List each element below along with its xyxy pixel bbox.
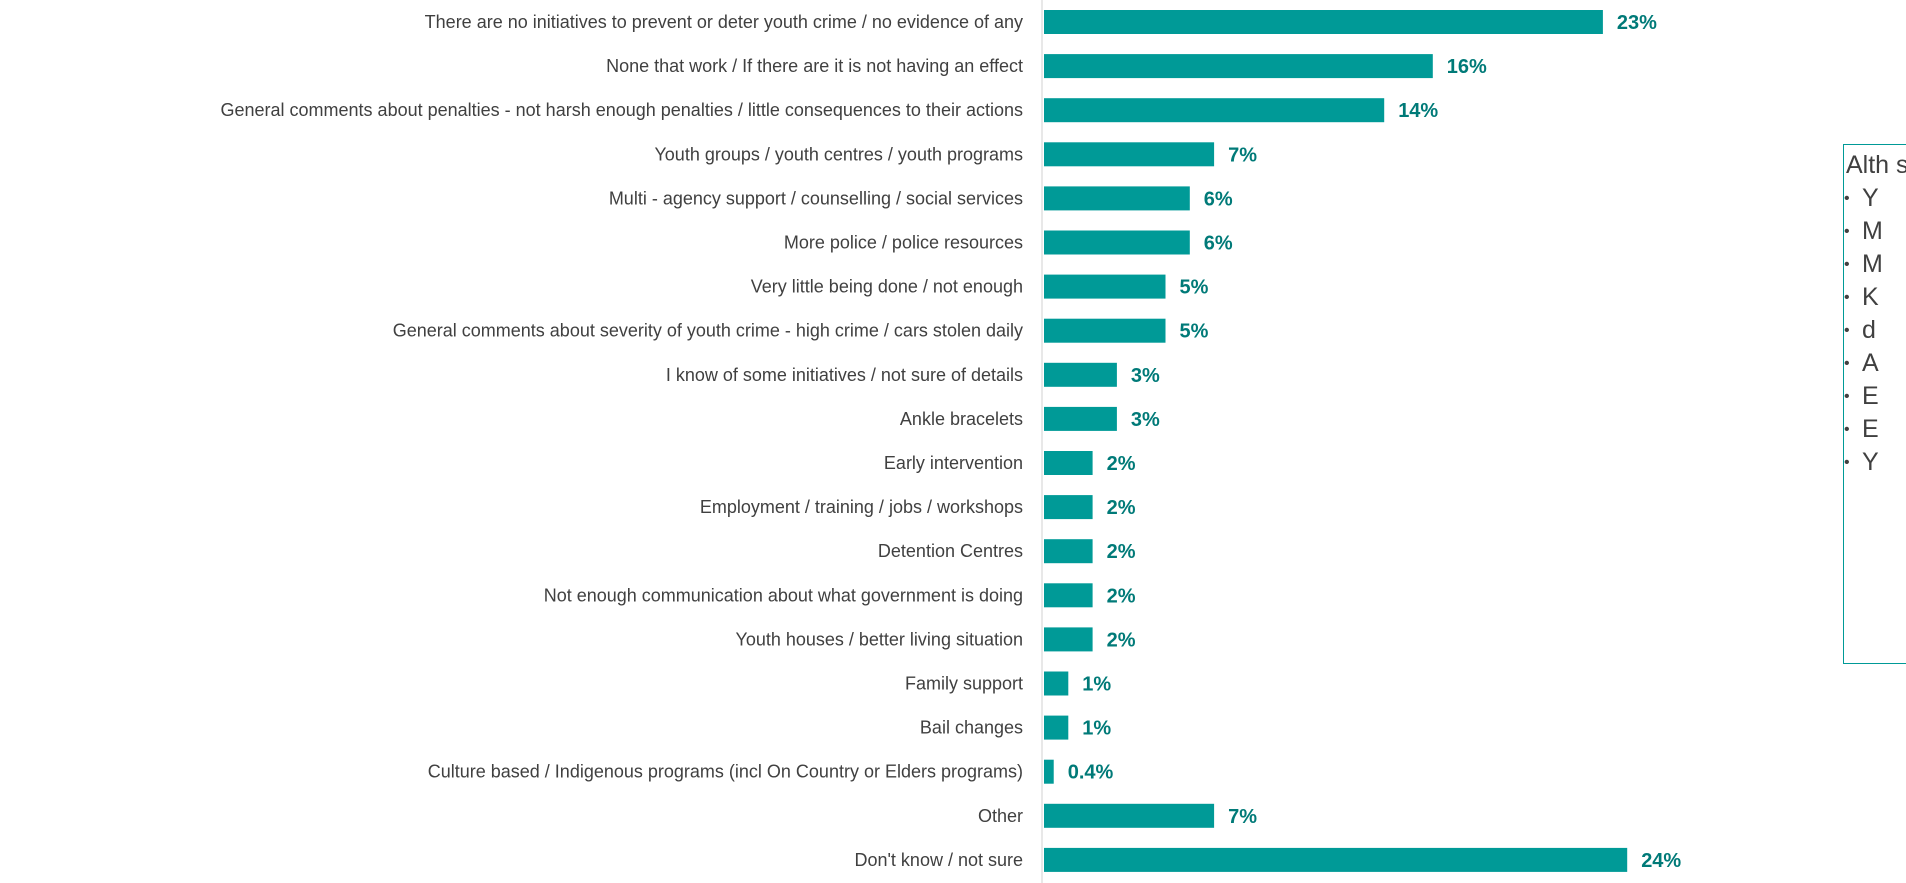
category-label: Multi - agency support / counselling / s… [609,188,1023,208]
bar [1044,362,1117,387]
category-label: General comments about penalties - not h… [221,100,1024,120]
value-label: 2% [1107,453,1136,475]
callout-intro-text: Alth som follo and [1846,151,1906,179]
category-label: Employment / training / jobs / workshops [700,497,1023,517]
value-label: 2% [1107,629,1136,651]
callout-bullet-item: Y [1844,182,1906,215]
bar [1044,98,1385,123]
bar [1044,451,1093,475]
value-label: 1% [1082,718,1111,740]
value-label: 7% [1228,144,1257,166]
value-label: 2% [1107,585,1136,607]
bar [1044,54,1433,79]
value-label: 14% [1398,100,1438,122]
callout-bullet-list: YMMKdAEEY [1844,182,1906,479]
value-label: 1% [1082,674,1111,696]
value-label: 5% [1180,277,1209,299]
value-label: 0.4% [1068,762,1114,784]
value-label: 7% [1228,806,1257,828]
category-label: None that work / If there are it is not … [606,56,1023,76]
category-label: Don't know / not sure [854,850,1023,870]
summary-callout-box: Alth som follo and YMMKdAEEY [1843,144,1906,664]
category-label: Not enough communication about what gove… [544,585,1023,605]
bar [1044,186,1190,211]
category-label: Early intervention [884,453,1023,473]
category-label: Youth houses / better living situation [735,629,1023,649]
bar [1044,10,1603,34]
category-label: Family support [905,674,1023,694]
category-label: Detention Centres [878,541,1023,561]
bar [1044,318,1166,343]
callout-bullet-item: Y [1844,446,1906,479]
bar [1044,539,1093,564]
category-label: Very little being done / not enough [751,277,1023,297]
value-label: 5% [1180,321,1209,343]
value-label: 6% [1204,233,1233,255]
bars-group: There are no initiatives to prevent or d… [221,10,1681,872]
bar [1044,627,1093,652]
callout-bullet-item: K [1844,281,1906,314]
bar [1044,230,1190,255]
callout-bullet-item: E [1844,413,1906,446]
bar [1044,803,1215,828]
category-label: Youth groups / youth centres / youth pro… [654,144,1023,164]
bar [1044,583,1093,608]
category-label: Bail changes [920,718,1023,738]
bar [1044,495,1093,520]
bar [1044,406,1117,431]
value-label: 3% [1131,409,1160,431]
category-label: There are no initiatives to prevent or d… [425,12,1023,32]
value-label: 23% [1617,12,1657,34]
category-label: Culture based / Indigenous programs (inc… [428,762,1023,782]
bar [1044,847,1628,872]
bar [1044,759,1054,784]
value-label: 3% [1131,365,1160,387]
value-label: 16% [1447,56,1487,78]
bar [1044,671,1069,696]
callout-bullet-item: M [1844,248,1906,281]
category-label: More police / police resources [784,233,1023,253]
callout-bullet-item: d [1844,314,1906,347]
category-label: Ankle bracelets [900,409,1023,429]
callout-bullet-item: A [1844,347,1906,380]
value-label: 2% [1107,497,1136,519]
category-label: I know of some initiatives / not sure of… [666,365,1023,385]
callout-bullet-item: E [1844,380,1906,413]
bar [1044,715,1069,740]
category-label: General comments about severity of youth… [393,321,1023,341]
category-label: Other [978,806,1023,826]
callout-bullet-item: M [1844,215,1906,248]
value-label: 2% [1107,541,1136,563]
value-label: 24% [1641,850,1681,872]
value-label: 6% [1204,188,1233,210]
bar [1044,274,1166,299]
bar [1044,142,1215,167]
